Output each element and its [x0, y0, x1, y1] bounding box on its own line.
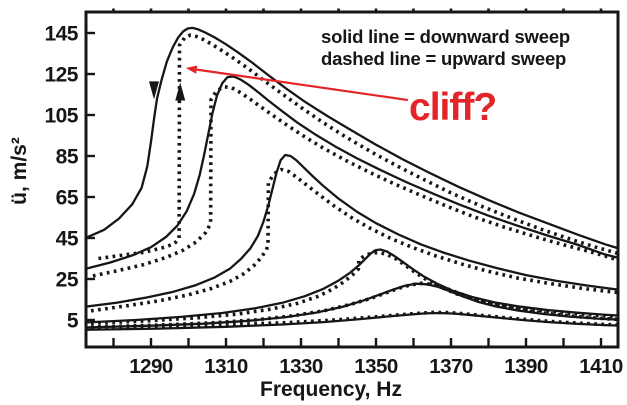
y-tick-label: 5 — [67, 310, 79, 333]
curve-level3-upward-dotted — [90, 167, 617, 313]
y-tick-label: 25 — [56, 269, 79, 292]
legend-note: solid line = downward sweep dashed line … — [321, 26, 570, 70]
plot-frame — [84, 10, 620, 349]
y-axis-title: ü, m/s² — [8, 137, 31, 205]
x-tick-label: 1350 — [354, 355, 398, 378]
curve-level6-upward-dotted — [90, 310, 617, 329]
y-tick-label: 45 — [56, 228, 79, 251]
curve-level5-upward-dotted — [90, 281, 617, 329]
y-tick-label: 105 — [44, 105, 78, 128]
red-annotation-arrow — [196, 68, 409, 102]
legend-dashed-line-note: dashed line = upward sweep — [321, 48, 567, 69]
y-tick-label: 125 — [44, 64, 78, 87]
y-tick-label: 65 — [56, 187, 79, 210]
x-tick-label: 1390 — [504, 355, 548, 378]
curve-level4-downward-solid — [87, 248, 617, 324]
x-tick-label: 1370 — [429, 355, 473, 378]
curve-level1-downward-solid — [87, 26, 617, 249]
downward-sweep-arrowhead — [149, 81, 159, 100]
curve-level2-downward-solid — [87, 75, 617, 270]
x-axis-title: Frequency, Hz — [260, 378, 402, 401]
cliff-annotation: cliff? — [409, 86, 497, 129]
legend-solid-line-note: solid line = downward sweep — [321, 26, 571, 47]
red-annotation-arrowhead — [185, 65, 198, 74]
x-tick-label: 1410 — [579, 355, 623, 378]
curve-level3-downward-solid — [87, 153, 617, 308]
x-tick-label: 1290 — [129, 355, 173, 378]
y-tick-label: 85 — [56, 146, 79, 169]
x-tick-label: 1330 — [279, 355, 323, 378]
curve-level1-upward-dotted — [98, 33, 617, 261]
y-tick-label: 145 — [44, 23, 78, 46]
curve-level6-downward-solid — [87, 311, 617, 331]
x-tick-label: 1310 — [204, 355, 248, 378]
upward-sweep-arrowhead — [175, 82, 186, 101]
curve-level2-upward-dotted — [92, 84, 617, 278]
